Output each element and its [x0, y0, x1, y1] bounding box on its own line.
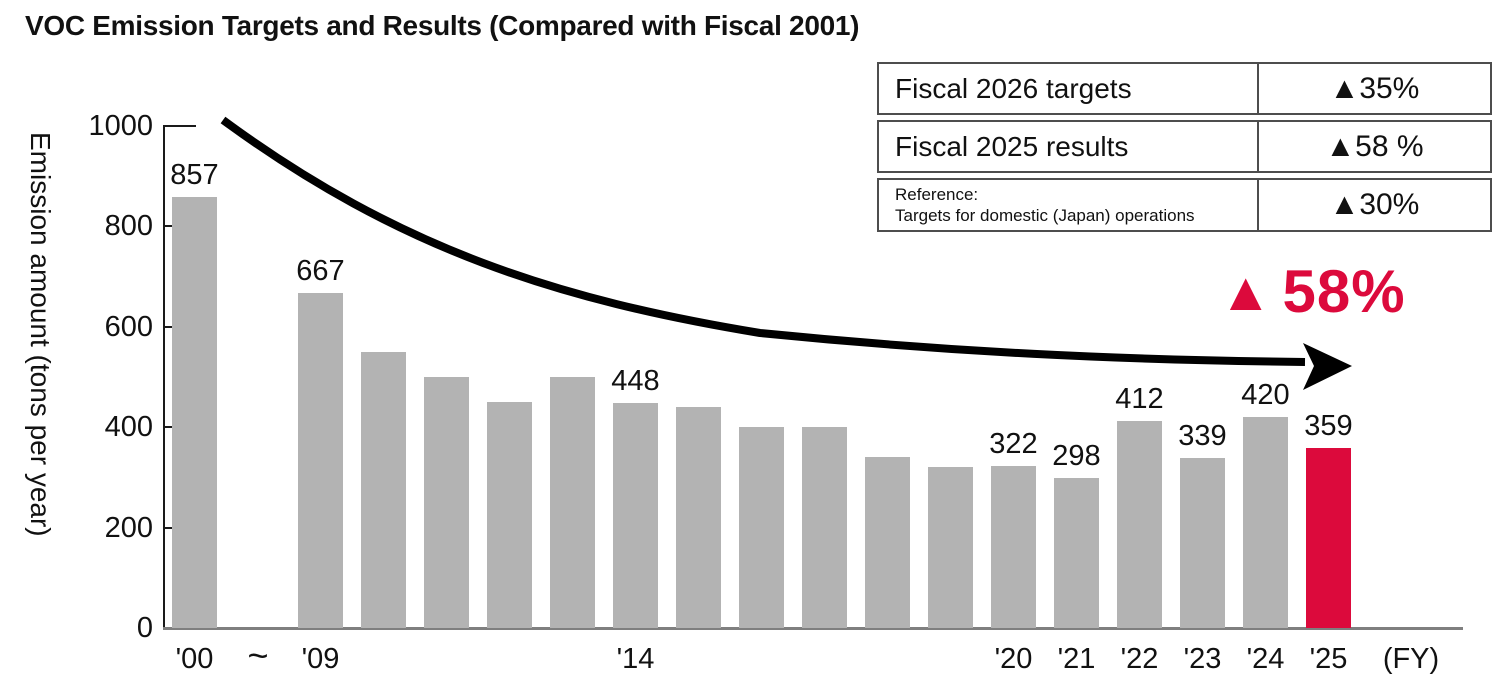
bar-fy23: [1180, 457, 1225, 628]
bar: [361, 351, 406, 628]
bar-value-label: 667: [296, 254, 345, 287]
table-row-value: ▲30%: [1329, 188, 1420, 221]
x-axis-unit-suffix: (FY): [1382, 643, 1440, 675]
bar: [802, 427, 847, 628]
x-axis-label: '14: [616, 643, 655, 675]
table-row-reference-domestic-targets: Reference: Targets for domestic (Japan) …: [877, 178, 1492, 232]
bar-fy20: [991, 466, 1036, 628]
triangle-down-marker-icon: ▲: [1219, 262, 1273, 322]
bar-value-label: 420: [1241, 378, 1290, 411]
tick-mark: [163, 426, 176, 428]
x-axis-gap-symbol: ~: [247, 635, 269, 676]
bar-value-label: 448: [611, 364, 660, 397]
y-axis-tick-label: 200: [104, 511, 153, 544]
y-axis-line: [163, 125, 165, 628]
bar: [676, 406, 721, 628]
bar-value-label: 359: [1304, 409, 1353, 442]
bar: [865, 457, 910, 628]
x-axis-label: '00: [175, 643, 214, 675]
tick-mark: [163, 526, 176, 529]
x-axis-label: '20: [994, 643, 1033, 675]
x-axis-baseline: [163, 627, 1463, 630]
x-axis-label: '21: [1057, 643, 1096, 675]
y-axis-tick-label: 1000: [88, 109, 153, 142]
highlight-percentage-value: 58%: [1282, 258, 1406, 325]
bar-fy22: [1117, 420, 1162, 628]
x-axis-label: '09: [301, 643, 340, 675]
x-axis-label: '23: [1183, 643, 1222, 675]
bar: [424, 376, 469, 628]
y-axis-tick-label: 800: [104, 210, 153, 242]
bar-value-label: 339: [1178, 419, 1227, 452]
page-title: VOC Emission Targets and Results (Compar…: [25, 10, 860, 41]
bar-value-label: 322: [989, 428, 1038, 461]
table-row-label: Fiscal 2026 targets: [879, 64, 1259, 113]
y-axis-tick-label: 0: [136, 612, 153, 644]
table-row-value: ▲58 %: [1325, 129, 1424, 163]
y-axis-title: Emission amount (tons per year): [25, 132, 56, 537]
tick-mark: [163, 325, 176, 328]
table-row-label: Fiscal 2025 results: [879, 122, 1259, 171]
x-axis-label: '25: [1309, 643, 1348, 675]
tick-mark: [163, 124, 196, 127]
bar: [928, 467, 973, 628]
bar: [487, 401, 532, 628]
bar-fy24: [1243, 416, 1288, 628]
bar-fy00: [172, 197, 217, 628]
bar-fy09: [298, 292, 343, 628]
bar-fy21: [1054, 478, 1099, 628]
bar-fy14: [613, 402, 658, 628]
table-row-fiscal-2025-results: Fiscal 2025 results ▲58 %: [877, 120, 1492, 173]
bar-value-label: 412: [1115, 382, 1164, 415]
table-row-fiscal-2026-targets: Fiscal 2026 targets ▲35%: [877, 62, 1492, 115]
bar-value-label: 298: [1052, 440, 1101, 473]
x-axis-label: '22: [1120, 643, 1159, 675]
table-row-label: Reference: Targets for domestic (Japan) …: [879, 180, 1259, 230]
bar-fy25-highlight: [1306, 447, 1351, 628]
y-axis-tick-label: 600: [104, 310, 153, 343]
y-axis-tick-label: 400: [104, 411, 153, 443]
highlight-percentage: ▲ 58%: [1219, 254, 1406, 330]
bar: [739, 427, 784, 628]
x-axis-label: '24: [1246, 643, 1285, 675]
bar: [550, 376, 595, 628]
table-row-value: ▲35%: [1329, 71, 1420, 105]
tick-mark: [163, 225, 176, 227]
bar-value-label: 857: [170, 159, 219, 192]
